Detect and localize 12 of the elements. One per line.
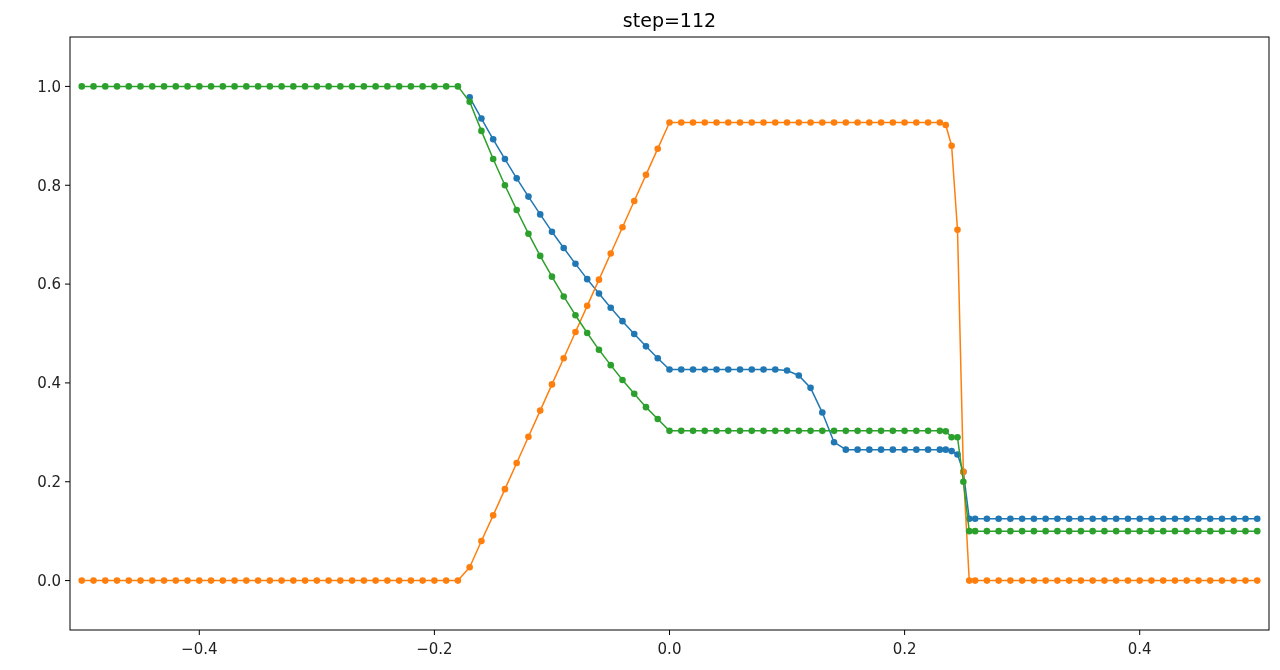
y-tick-label: 0.4 [37, 374, 61, 393]
y-tick-label: 0.8 [37, 176, 61, 195]
x-tick-label: −0.2 [416, 640, 453, 658]
x-tick-label: −0.4 [181, 640, 218, 658]
chart-title: step=112 [622, 9, 717, 31]
x-tick-label: 0.0 [657, 640, 682, 658]
y-tick-label: 0.0 [37, 571, 61, 590]
y-tick-label: 1.0 [37, 77, 61, 96]
y-tick-label: 0.6 [37, 275, 61, 294]
x-tick-label: 0.4 [1127, 640, 1152, 658]
x-tick-label: 0.2 [892, 640, 917, 658]
y-tick-label: 0.2 [37, 473, 61, 491]
